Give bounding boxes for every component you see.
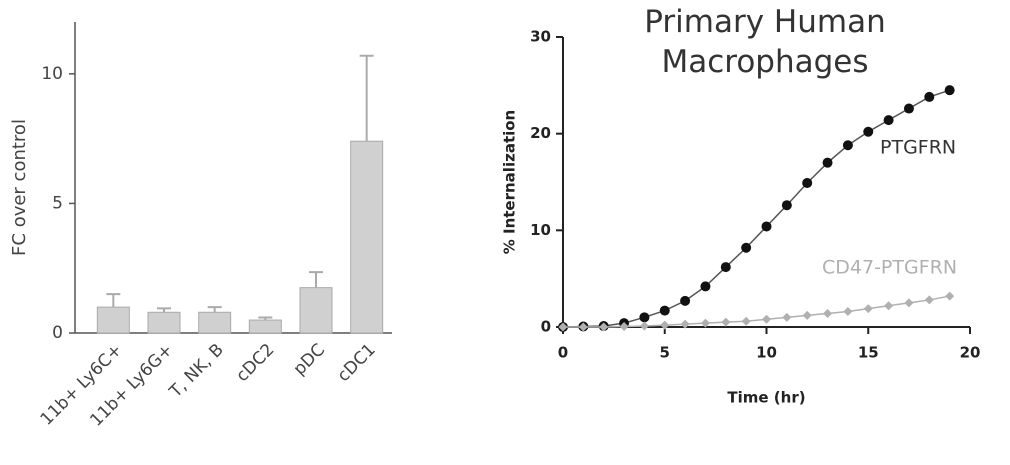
marker	[842, 140, 853, 151]
x-tick-label: cDC1	[334, 340, 380, 386]
y-axis-label: % Internalization	[501, 110, 519, 255]
marker	[558, 322, 568, 332]
bar	[350, 140, 384, 334]
marker	[639, 312, 650, 323]
marker	[741, 242, 752, 253]
error-bar	[309, 271, 323, 288]
marker	[660, 320, 670, 330]
error-bar	[207, 306, 222, 313]
marker	[843, 307, 853, 317]
marker	[884, 301, 894, 311]
marker	[945, 291, 955, 301]
marker	[822, 157, 833, 168]
marker	[578, 322, 588, 332]
series-label: PTGFRN	[880, 137, 956, 159]
y-tick-label: 10	[530, 221, 551, 239]
y-axis-label: FC over control	[9, 119, 30, 256]
x-axis-label: Time (hr)	[727, 389, 805, 407]
marker	[721, 317, 731, 327]
marker	[802, 177, 813, 188]
x-tick-label: T, NK, B	[165, 340, 228, 403]
error-bar	[106, 293, 121, 308]
error-bar	[359, 54, 374, 142]
marker	[700, 318, 710, 328]
marker	[619, 322, 629, 332]
marker	[720, 262, 731, 273]
bar	[147, 311, 181, 334]
series-label: CD47-PTGFRN	[822, 257, 957, 279]
marker	[802, 310, 812, 320]
marker	[761, 221, 772, 232]
bar	[96, 306, 130, 334]
marker	[823, 308, 833, 318]
y-tick-label: 0	[541, 318, 551, 336]
marker	[680, 319, 690, 329]
bar	[198, 311, 232, 334]
bar	[248, 319, 282, 334]
error-bar	[157, 307, 171, 313]
marker	[781, 200, 792, 211]
bar	[299, 287, 333, 334]
marker	[700, 281, 711, 292]
y-tick-label: 10	[41, 64, 63, 84]
x-tick-label: 20	[960, 344, 981, 362]
marker	[903, 103, 914, 114]
y-tick-label: 30	[530, 28, 551, 46]
x-tick-label: 0	[558, 344, 568, 362]
marker	[863, 126, 874, 137]
marker	[639, 321, 649, 331]
y-tick-label: 5	[52, 193, 63, 213]
x-tick-label: cDC2	[232, 340, 278, 386]
x-tick-label: 10	[756, 344, 777, 362]
chart-title: Primary Human Macrophages	[644, 4, 886, 80]
y-tick-label: 20	[530, 124, 551, 142]
series-line	[562, 89, 950, 328]
x-tick-label: pDC	[290, 340, 329, 379]
marker	[904, 298, 914, 308]
error-bar	[258, 316, 273, 321]
marker	[944, 85, 955, 96]
marker	[883, 115, 894, 126]
y-tick-label: 0	[52, 323, 63, 343]
marker	[924, 91, 935, 102]
x-tick-label: 5	[660, 344, 670, 362]
marker	[599, 322, 609, 332]
marker	[782, 312, 792, 322]
marker	[863, 304, 873, 314]
marker	[680, 295, 691, 306]
marker	[741, 316, 751, 326]
marker	[659, 305, 670, 316]
x-tick-label: 15	[858, 344, 879, 362]
marker	[762, 314, 771, 324]
marker	[924, 295, 934, 305]
